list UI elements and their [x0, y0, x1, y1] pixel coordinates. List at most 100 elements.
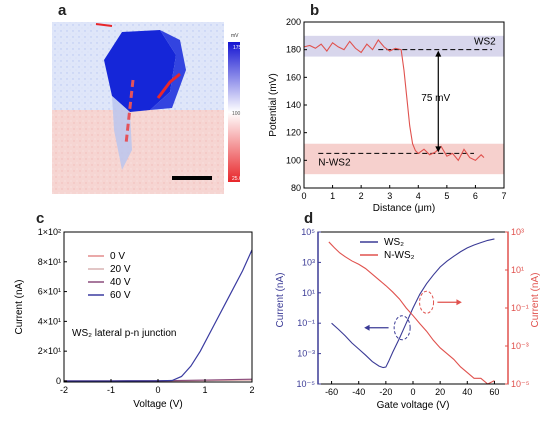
panel-d: -60 -40 -20 0 20 40 60 10⁻⁵ 10⁻³ 10⁻¹ 10¹ 10³ 10⁵ 1… [275, 227, 541, 411]
left-y-tick-label: 10⁻¹ [297, 318, 315, 328]
y-tick-label: 160 [286, 72, 301, 82]
x-tick-label: -1 [107, 385, 115, 395]
panel-label-a: a [58, 2, 67, 19]
right-y-tick-label: 10⁻⁵ [511, 379, 530, 389]
panel-a-map: mV 175 100 25.6 [52, 22, 242, 194]
y-tick-label: 2×10¹ [38, 346, 61, 356]
y-tick-label: 120 [286, 128, 301, 138]
x-ticks: -2 -1 0 1 2 [60, 379, 255, 395]
y-tick-label: 6×10¹ [38, 287, 61, 297]
x-tick-label: 60 [489, 387, 499, 397]
n-ws2-marker-circle [419, 290, 435, 314]
y-tick-label: 100 [286, 155, 301, 165]
band-label-n-ws2: N-WS2 [318, 157, 351, 168]
x-tick-label: 0 [155, 385, 160, 395]
x-tick-label: 4 [416, 191, 421, 201]
legend-label: 20 V [110, 264, 131, 275]
potential-profile-line [303, 39, 485, 162]
right-y-axis-label: Current (nA) [530, 272, 541, 327]
y-axis-label: Current (nA) [14, 279, 25, 334]
y-tick-label: 8×10¹ [38, 257, 61, 267]
transfer-curve [328, 241, 495, 385]
x-tick-label: 5 [444, 191, 449, 201]
x-tick-label: -20 [379, 387, 392, 397]
x-tick-label: -40 [352, 387, 365, 397]
map-flake-region [104, 30, 176, 112]
left-y-axis-label: Current (nA) [275, 272, 286, 327]
legend-label: 60 V [110, 290, 131, 301]
x-ticks: 0 1 2 3 4 5 6 7 [301, 185, 507, 201]
legend-label: 40 V [110, 277, 131, 288]
panel-label-c: c [36, 210, 45, 227]
x-axis-label: Voltage (V) [133, 399, 182, 410]
map-flake-edge [150, 30, 186, 110]
y-axis-label: Potential (mV) [268, 73, 279, 136]
right-y-tick-label: 10⁻³ [511, 341, 529, 351]
x-tick-label: 7 [501, 191, 506, 201]
colorbar-unit: mV [231, 33, 239, 39]
x-tick-label: 2 [249, 385, 254, 395]
x-tick-label: 20 [435, 387, 445, 397]
right-y-tick-label: 10¹ [511, 265, 524, 275]
legend-label: 0 V [110, 251, 125, 262]
legend: 0 V 20 V 40 V 60 V [88, 251, 131, 301]
left-y-tick-label: 10³ [302, 257, 315, 267]
legend: WS₂ N-WS₂ [360, 237, 415, 261]
panel-c: -2 -1 0 1 2 0 2×10¹ 4×10¹ 6×10¹ 8×10¹ 1×10² 0 V 20… [14, 227, 255, 410]
axis-arrow-right [437, 299, 462, 306]
transfer-curve [331, 238, 495, 369]
map-red-edge [156, 72, 181, 99]
junction-annotation: WS₂ lateral p-n junction [72, 328, 176, 339]
colorbar-tick-mid: 100 [232, 111, 241, 117]
band-ws2 [304, 35, 504, 57]
transfer-curves [328, 238, 495, 385]
y-tick-label: 4×10¹ [38, 316, 61, 326]
panel-label-b: b [310, 2, 320, 19]
arrow-head-down [435, 146, 442, 153]
y-tick-label: 0 [56, 376, 61, 386]
x-tick-label: 2 [359, 191, 364, 201]
y-ticks: 0 2×10¹ 4×10¹ 6×10¹ 8×10¹ 1×10² [38, 227, 67, 386]
iv-curve [64, 249, 253, 382]
right-y-tick-label: 10³ [511, 227, 524, 237]
x-tick-label: 1 [202, 385, 207, 395]
left-y-tick-label: 10⁻⁵ [297, 379, 316, 389]
y-tick-label: 1×10² [38, 227, 61, 237]
arrow-head [456, 299, 462, 306]
x-tick-label: 0 [410, 387, 415, 397]
y-tick-label: 200 [286, 17, 301, 27]
x-tick-label: -2 [60, 385, 68, 395]
colorbar-tick-top: 175 [233, 45, 242, 51]
arrow-head-up [435, 50, 442, 57]
legend-label: N-WS₂ [384, 250, 415, 261]
x-axis-label: Distance (μm) [373, 203, 435, 214]
y-ticks: 80 100 120 140 160 180 200 [286, 17, 307, 193]
x-ticks: -60 -40 -20 0 20 40 60 [325, 381, 499, 397]
axis-arrow-left [364, 324, 389, 331]
band-label-ws2: WS2 [474, 37, 496, 48]
x-tick-label: 6 [473, 191, 478, 201]
left-y-tick-label: 10⁻³ [297, 349, 315, 359]
y-tick-label: 180 [286, 45, 301, 55]
left-y-tick-label: 10¹ [302, 288, 315, 298]
ws2-marker-circle [393, 315, 411, 341]
x-axis-label: Gate voltage (V) [377, 400, 450, 411]
band-n-ws2 [304, 143, 504, 175]
x-tick-label: -60 [325, 387, 338, 397]
x-tick-label: 1 [330, 191, 335, 201]
x-tick-label: 40 [462, 387, 472, 397]
x-tick-label: 0 [301, 191, 306, 201]
left-y-tick-label: 10⁵ [301, 227, 315, 237]
panel-b: WS2 N-WS2 75 mV 0 1 2 3 4 5 6 7 80 100 120 140 160 1… [268, 17, 507, 214]
arrow-head [364, 324, 370, 331]
difference-annotation: 75 mV [421, 93, 450, 104]
y-tick-label: 140 [286, 100, 301, 110]
map-red-edge-top [95, 23, 113, 27]
right-y-tick-label: 10⁻¹ [511, 303, 529, 313]
scale-bar [172, 176, 212, 180]
map-lower-texture [52, 110, 224, 194]
panel-label-d: d [304, 210, 314, 227]
y-tick-label: 80 [291, 183, 301, 193]
map-flake-tail [112, 96, 132, 170]
